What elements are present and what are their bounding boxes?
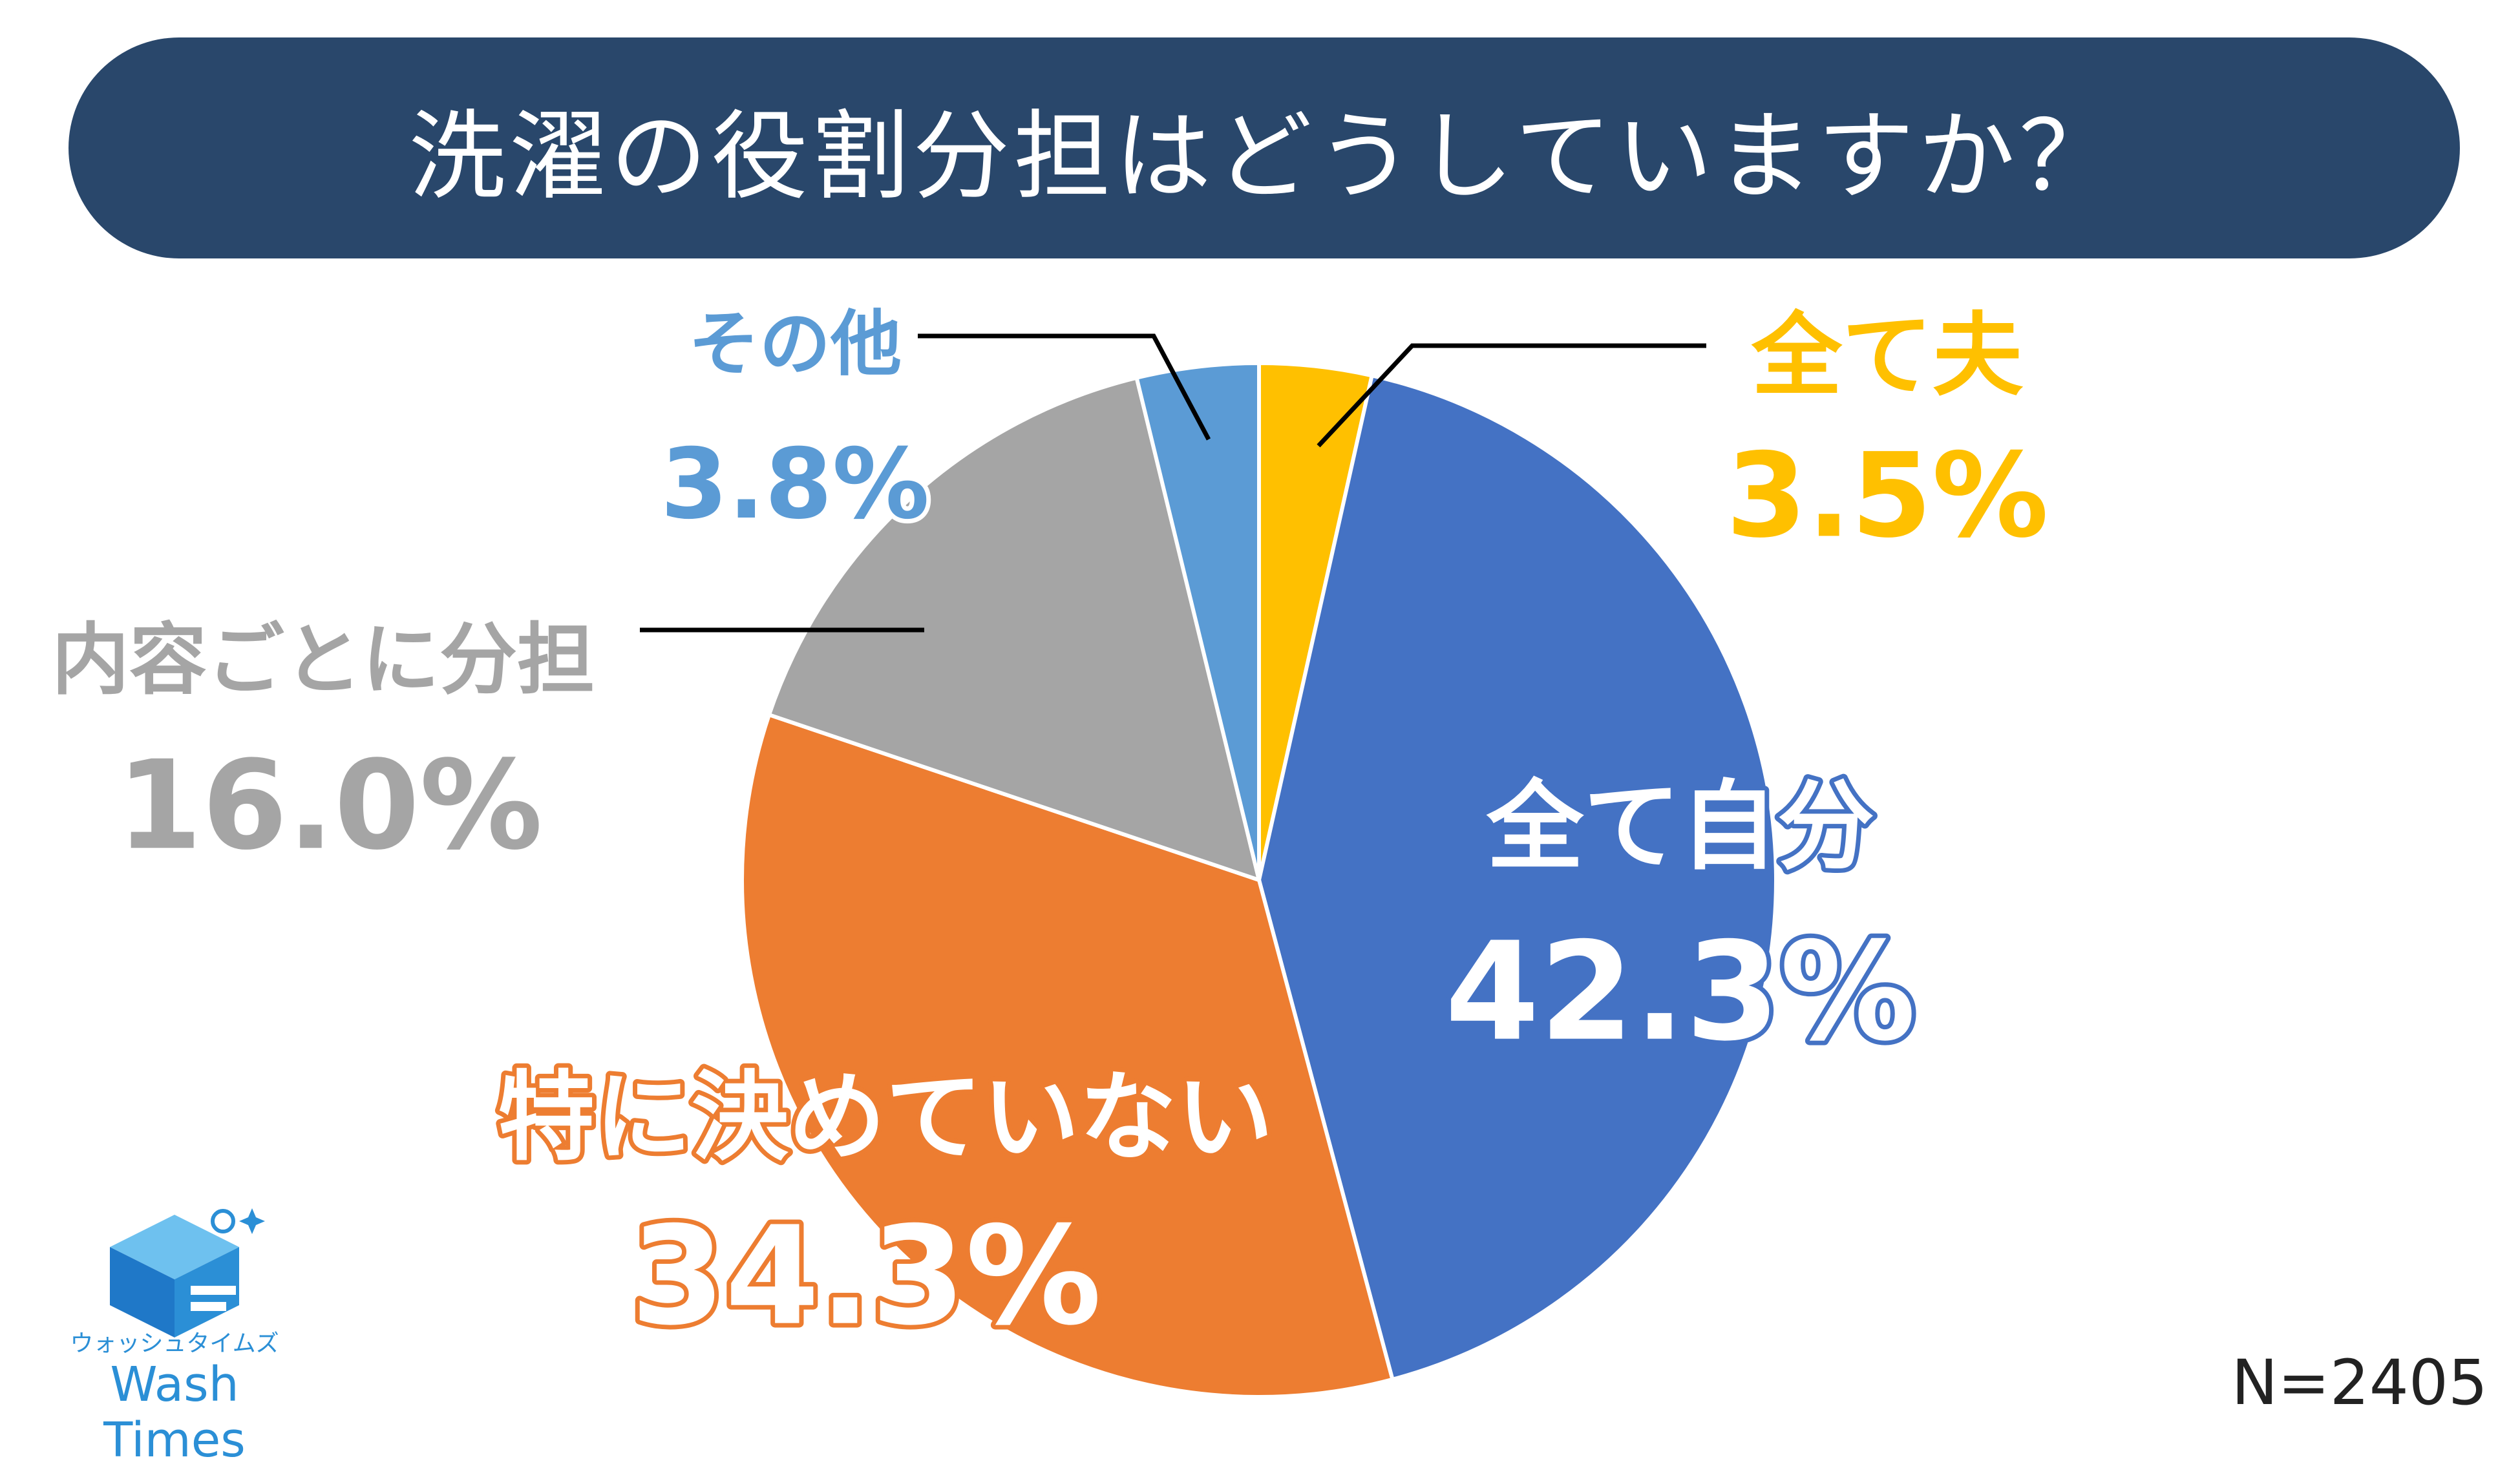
slice-label: 全て自分 [1486,771,1874,883]
slice-label: その他 [688,302,902,385]
slice-label: 特に決めていない [498,1062,1273,1174]
pie-slice [1134,361,1261,881]
logo-cube-icon [110,1208,265,1337]
pie-slice [1256,373,1778,1382]
logo-wordmark: Wash Times [103,1357,246,1468]
slice-value-label: 42.3% [1445,913,1916,1071]
pie-chart: 全て夫 3.5% 全て自分 42.3% 特に決めていない 34.3% 内容ごとに分担 16.0… [52,302,2049,1399]
sample-size: N=2405 [2231,1347,2488,1419]
slice-value-label: 3.5% [1726,428,2048,563]
chart-stage: 洗濯の役割分担はどうしていますか？ 全て夫 3.5% 全て自分 42.3% 特に決めてい… [39,37,2488,1468]
logo-subtitle: ウォッシュタイムズ [70,1330,279,1357]
slice-value-label: 34.3% [631,1197,1102,1356]
pie-slice [740,712,1395,1399]
slice-label: 全て夫 [1751,304,2024,409]
leader-line [918,333,1211,441]
title-banner: 洗濯の役割分担はどうしていますか？ [69,37,2460,258]
slice-value-label: 3.8% [661,428,929,541]
slice-value-label: 16.0% [116,734,542,877]
slice-label: 内容ごとに分担 [52,616,595,706]
chart-title: 洗濯の役割分担はどうしていますか？ [408,100,2120,213]
wash-times-logo [39,1195,310,1421]
leader-line [1317,343,1706,448]
pie-slice [767,375,1262,883]
